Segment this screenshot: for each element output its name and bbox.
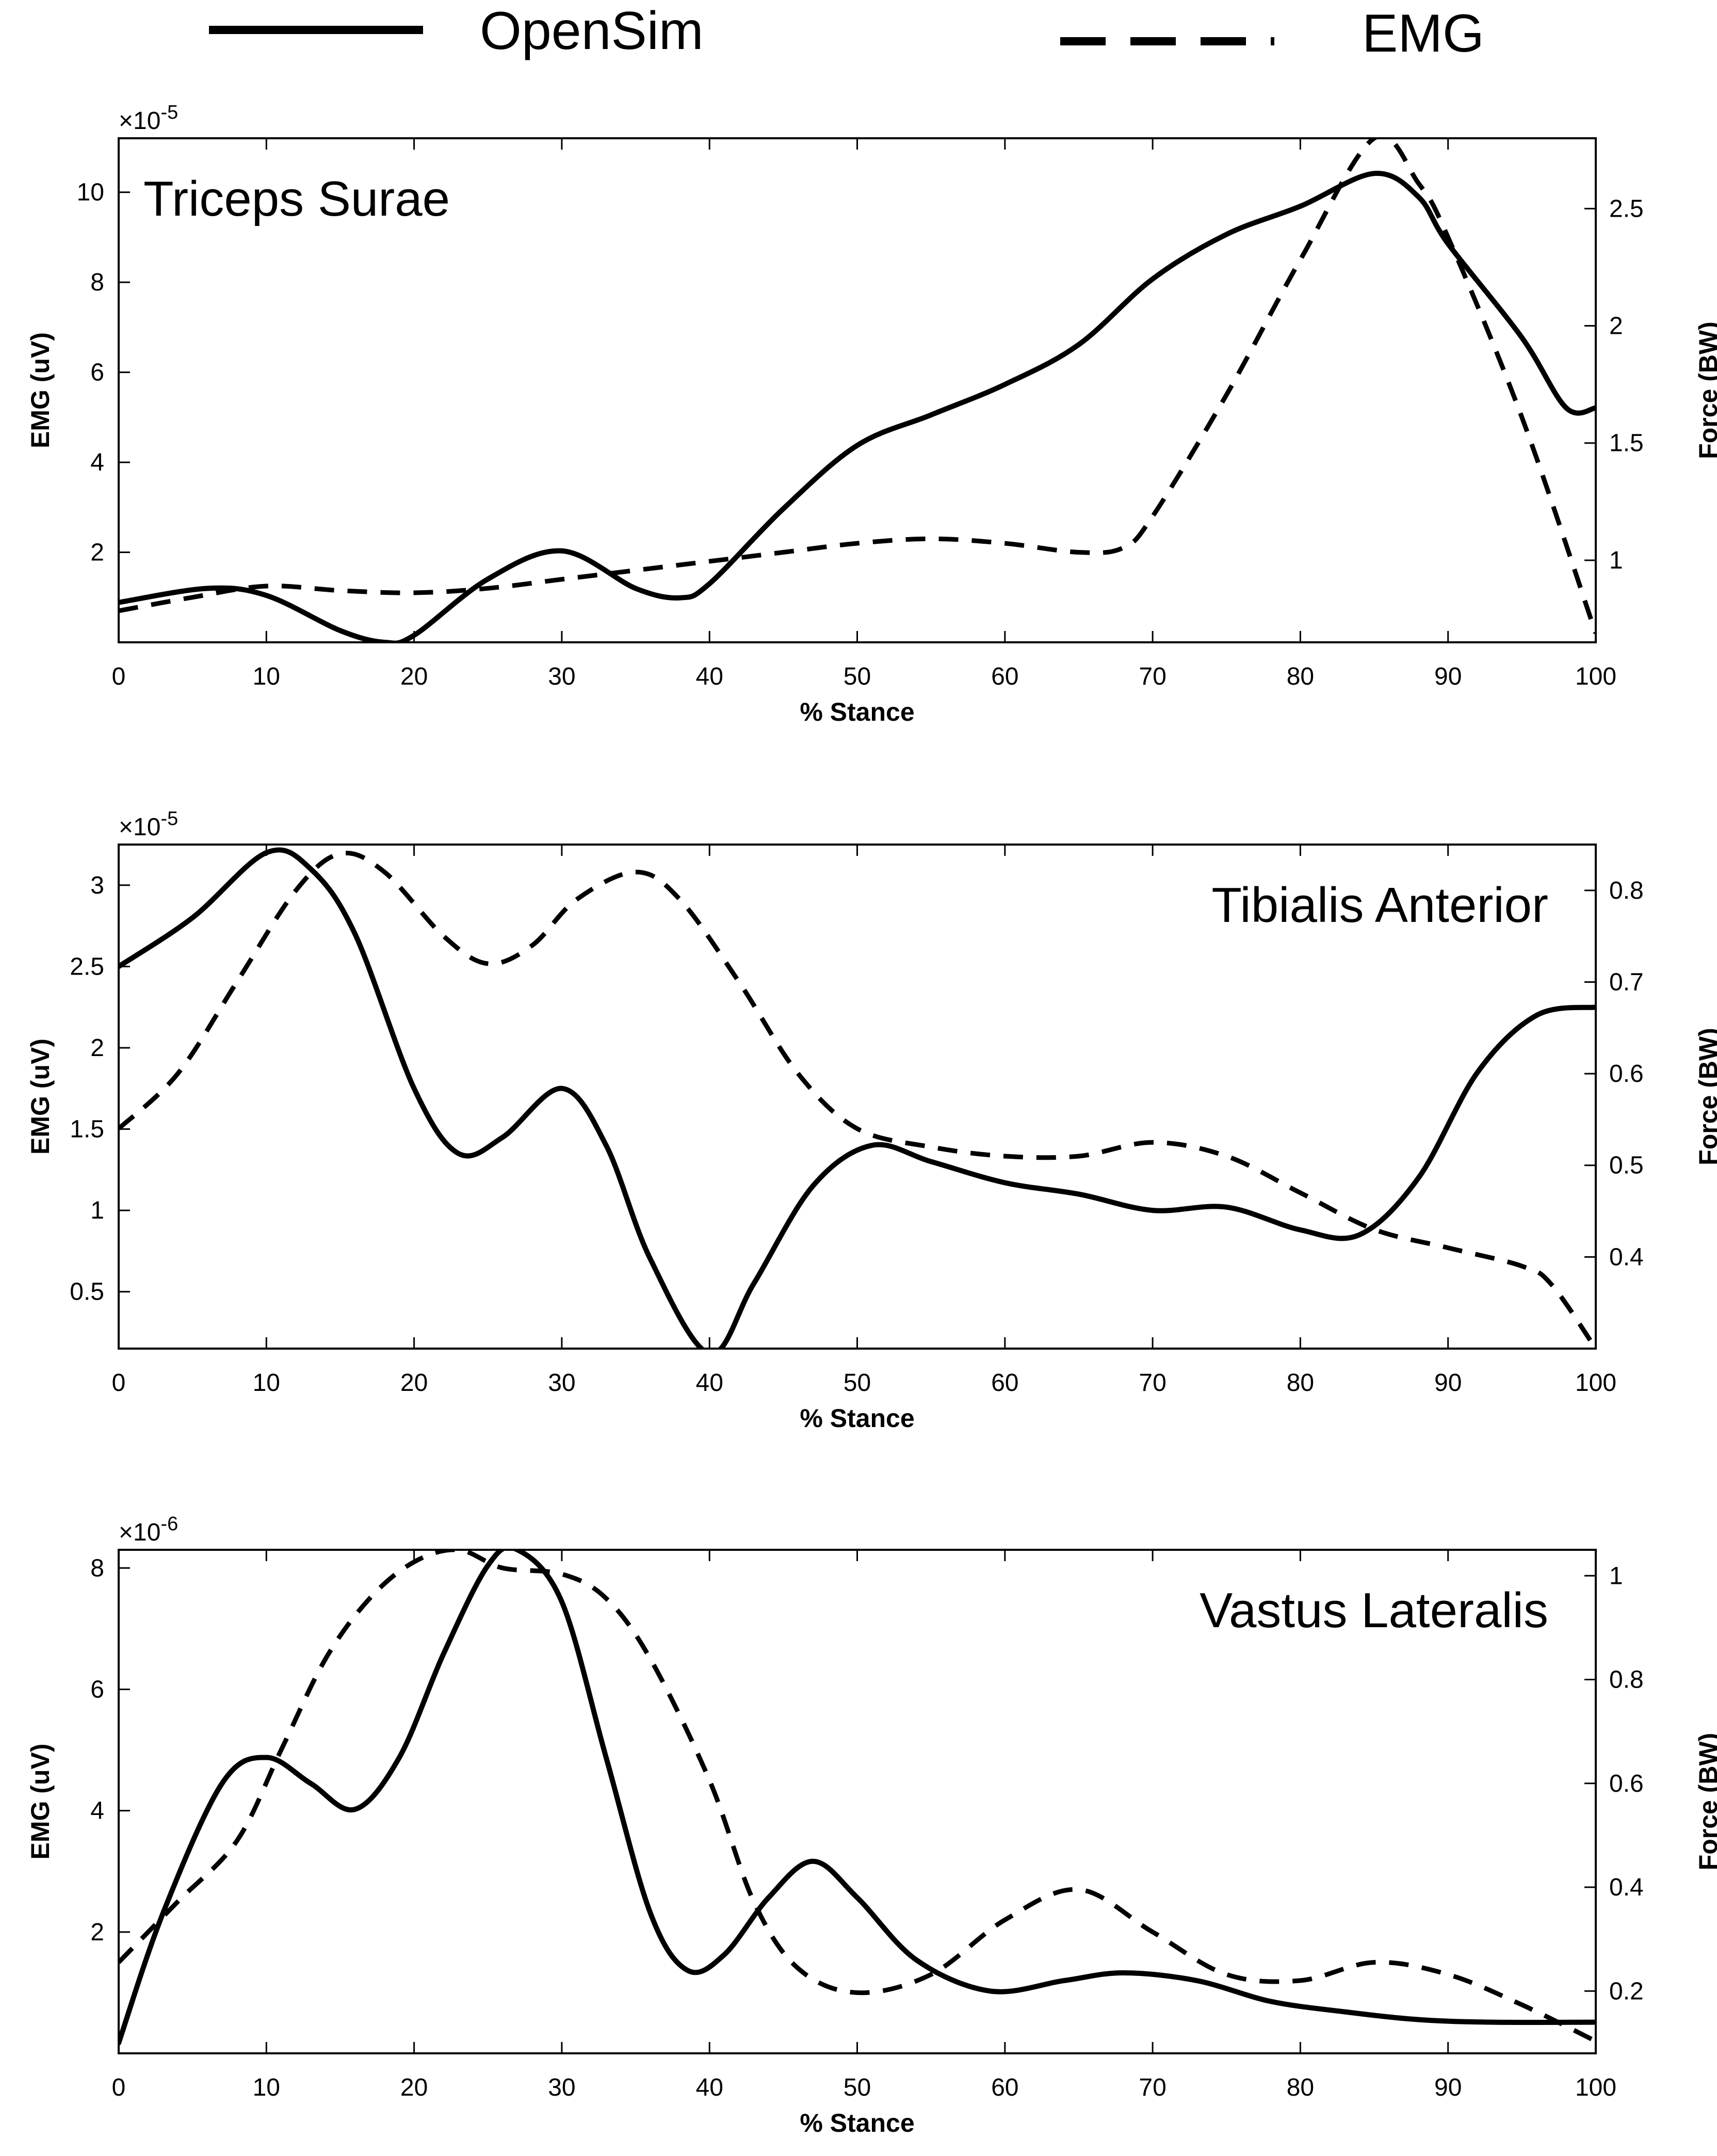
y-right-tick-label: 0.7: [1609, 968, 1644, 996]
y-right-tick-label: 1: [1609, 547, 1623, 574]
x-tick-label: 80: [1287, 663, 1314, 690]
y-right-tick-label: 2: [1609, 313, 1623, 340]
x-tick-label: 90: [1434, 663, 1462, 690]
panel-title-vastus-lateralis: Vastus Lateralis: [1200, 1583, 1548, 1638]
y-right-axis-label: Force (BW): [1694, 1028, 1717, 1165]
x-tick-label: 50: [844, 1369, 871, 1397]
legend-emg-label: EMG: [1362, 4, 1484, 63]
x-tick-label: 100: [1575, 2074, 1616, 2101]
y-left-tick-label: 1: [90, 1197, 104, 1224]
x-tick-label: 10: [253, 663, 280, 690]
legend: OpenSim EMG: [209, 1, 1484, 63]
y-right-axis-label: Force (BW): [1694, 1733, 1717, 1871]
x-tick-label: 30: [548, 663, 575, 690]
x-tick-label: 90: [1434, 2074, 1462, 2101]
x-tick-label: 100: [1575, 663, 1616, 690]
x-tick-label: 20: [400, 663, 428, 690]
y-left-axis-label: EMG (uV): [26, 332, 55, 448]
y-right-tick-label: 0.5: [1609, 1152, 1644, 1179]
y-left-tick-label: 6: [90, 1676, 104, 1703]
x-tick-label: 10: [253, 1369, 280, 1397]
y-left-tick-label: 4: [90, 449, 104, 476]
y-left-tick-label: 2: [90, 1034, 104, 1062]
y-left-tick-label: 2: [90, 539, 104, 566]
y-left-tick-label: 3: [90, 872, 104, 899]
y-left-tick-label: 0.5: [70, 1278, 104, 1306]
series-line-emg: [119, 138, 1596, 635]
x-axis-label: % Stance: [800, 2109, 914, 2137]
x-tick-label: 50: [844, 663, 871, 690]
y-left-tick-label: 2: [90, 1919, 104, 1946]
x-tick-label: 0: [112, 1369, 126, 1397]
series-line-opensim: [119, 171, 1596, 642]
y-right-axis-label: Force (BW): [1694, 321, 1717, 459]
panel-title-triceps-surae: Triceps Surae: [143, 171, 450, 226]
x-tick-label: 20: [400, 2074, 428, 2101]
x-tick-label: 60: [991, 2074, 1018, 2101]
y-left-axis-label: EMG (uV): [26, 1744, 55, 1860]
y-right-tick-label: 0.4: [1609, 1243, 1644, 1271]
series-line-opensim: [119, 1550, 1596, 2046]
series-line-emg: [119, 1550, 1596, 2044]
x-tick-label: 40: [696, 1369, 723, 1397]
x-tick-label: 60: [991, 1369, 1018, 1397]
y-left-tick-label: 6: [90, 359, 104, 386]
x-tick-label: 90: [1434, 1369, 1462, 1397]
y-right-tick-label: 1: [1609, 1562, 1623, 1590]
series-line-emg: [119, 851, 1596, 1349]
y-left-multiplier: ×10-6: [119, 1513, 178, 1546]
y-left-tick-label: 4: [90, 1797, 104, 1825]
x-tick-label: 0: [112, 2074, 126, 2101]
x-tick-label: 100: [1575, 1369, 1616, 1397]
x-tick-label: 10: [253, 2074, 280, 2101]
x-tick-label: 20: [400, 1369, 428, 1397]
x-tick-label: 0: [112, 663, 126, 690]
y-right-tick-label: 2.5: [1609, 195, 1644, 222]
x-tick-label: 60: [991, 663, 1018, 690]
y-right-tick-label: 1.5: [1609, 430, 1644, 457]
y-right-tick-label: 0.8: [1609, 1666, 1644, 1694]
panel-title-tibialis-anterior: Tibialis Anterior: [1211, 878, 1548, 933]
y-left-axis-label: EMG (uV): [26, 1039, 55, 1155]
x-axis-label: % Stance: [800, 1404, 914, 1433]
x-tick-label: 70: [1139, 2074, 1166, 2101]
y-left-multiplier: ×10-5: [119, 102, 178, 135]
x-tick-label: 30: [548, 1369, 575, 1397]
y-left-tick-label: 1.5: [70, 1116, 104, 1143]
x-tick-label: 40: [696, 2074, 723, 2101]
x-tick-label: 70: [1139, 1369, 1166, 1397]
y-left-tick-label: 10: [77, 179, 104, 206]
y-right-tick-label: 0.6: [1609, 1060, 1644, 1088]
x-tick-label: 80: [1287, 1369, 1314, 1397]
x-tick-label: 80: [1287, 2074, 1314, 2101]
legend-opensim-label: OpenSim: [480, 1, 704, 61]
x-tick-label: 50: [844, 2074, 871, 2101]
chart-panel-tibialis-anterior: 0 10 20 30 40 50 60 70 80 90 100 0.5 1 1.5 2 2.5 3 0.4 0.5…: [26, 808, 1717, 1433]
x-tick-label: 40: [696, 663, 723, 690]
chart-panel-vastus-lateralis: 0 10 20 30 40 50 60 70 80 90 100 2 4 6 8 0.2 0.4 0.6 0.8 1 ×…: [26, 1513, 1717, 2137]
y-left-tick-label: 2.5: [70, 953, 104, 980]
y-left-tick-label: 8: [90, 1554, 104, 1582]
y-left-multiplier: ×10-5: [119, 808, 178, 841]
series-line-opensim: [119, 847, 1596, 1349]
y-right-tick-label: 0.2: [1609, 1977, 1644, 2005]
y-right-tick-label: 0.8: [1609, 877, 1644, 904]
y-right-tick-label: 0.6: [1609, 1770, 1644, 1797]
y-left-tick-label: 8: [90, 269, 104, 296]
y-right-tick-label: 0.4: [1609, 1874, 1644, 1901]
chart-panel-triceps-surae: 0 10 20 30 40 50 60 70 80 90 100 2 4 6 8 10 1 1.5 2 2.5 ×10-…: [26, 102, 1717, 726]
x-tick-label: 30: [548, 2074, 575, 2101]
x-tick-label: 70: [1139, 663, 1166, 690]
x-axis-label: % Stance: [800, 698, 914, 726]
